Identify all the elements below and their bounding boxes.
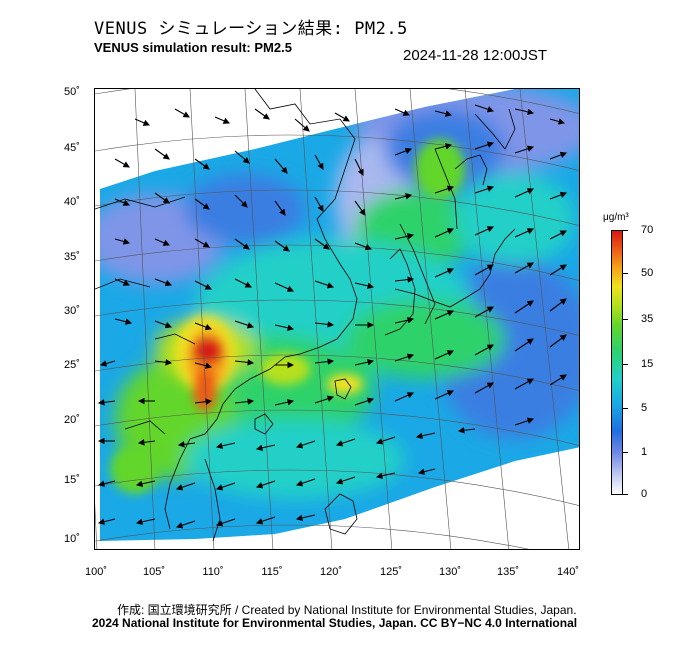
colorbar-label: 50 [641, 267, 654, 279]
lon-tick-label: 135˚ [496, 566, 520, 578]
lat-tick-label: 10˚ [64, 533, 80, 545]
graticule [95, 89, 579, 549]
lon-tick-label: 110˚ [202, 566, 224, 578]
wind-vectors [97, 104, 568, 529]
colorbar [611, 230, 623, 495]
coastlines [95, 89, 516, 542]
lat-tick-label: 50˚ [64, 86, 80, 98]
lon-tick-label: 100˚ [84, 566, 108, 578]
colorbar-tick [623, 494, 628, 495]
lon-tick-label: 130˚ [438, 566, 462, 578]
title-japanese: VENUS シミュレーション結果: PM2.5 [94, 19, 408, 39]
lat-tick-label: 25˚ [64, 359, 80, 371]
credit-line: 作成: 国立環境研究所 / Created by National Instit… [117, 603, 577, 617]
title-english: VENUS simulation result: PM2.5 [94, 40, 292, 55]
lat-tick-label: 15˚ [64, 474, 80, 486]
map-svg [95, 89, 579, 549]
colorbar-label: 1 [641, 446, 648, 458]
lat-tick-label: 40˚ [64, 196, 80, 208]
colorbar-label: 5 [641, 402, 648, 414]
colorbar-unit: μg/m³ [603, 212, 629, 223]
lon-tick-label: 120˚ [319, 566, 343, 578]
colorbar-label: 0 [641, 488, 648, 500]
lat-tick-label: 20˚ [64, 414, 80, 426]
colorbar-tick [623, 452, 628, 453]
colorbar-tick [623, 319, 628, 320]
lon-tick-label: 140˚ [556, 566, 580, 578]
pm25-map[interactable] [94, 88, 580, 550]
colorbar-label: 70 [641, 224, 654, 236]
lat-tick-label: 30˚ [64, 305, 80, 317]
lon-tick-label: 115˚ [261, 566, 283, 578]
copyright-line: 2024 National Institute for Environmenta… [92, 616, 578, 630]
colorbar-label: 35 [641, 313, 654, 325]
lat-tick-label: 45˚ [64, 142, 80, 154]
colorbar-label: 15 [641, 358, 654, 370]
colorbar-tick [623, 364, 628, 365]
colorbar-tick [623, 273, 628, 274]
lon-tick-label: 125˚ [379, 566, 403, 578]
lon-tick-label: 105˚ [142, 566, 166, 578]
colorbar-tick [623, 230, 628, 231]
colorbar-tick [623, 408, 628, 409]
forecast-timestamp: 2024-11-28 12:00JST [403, 47, 547, 64]
lat-tick-label: 35˚ [64, 251, 80, 263]
